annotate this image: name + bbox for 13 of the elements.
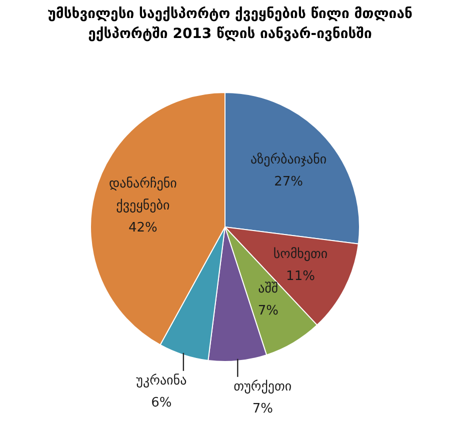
data-label: 7% — [258, 303, 278, 318]
slice-label: დანარჩენი ქვეყნები — [108, 176, 178, 214]
slice-label: აშშ — [258, 281, 278, 296]
data-label: 7% — [252, 401, 273, 416]
slice-label: აზერბაიჯანი — [250, 152, 327, 168]
data-label: 27% — [274, 174, 304, 190]
data-label: 11% — [286, 268, 315, 284]
chart-title: უმსხვილესი საექსპორტო ქვეყნების წილი მთლიან ექსპორტში 2013 წლის იანვარ-ივნისში — [46, 5, 414, 44]
slice-label: სომხეთი — [273, 246, 328, 262]
slice-label: თურქეთი — [234, 379, 292, 394]
data-label: 6% — [151, 395, 172, 410]
slice-label: უკრაინა — [136, 373, 187, 388]
data-label: 42% — [128, 220, 158, 236]
